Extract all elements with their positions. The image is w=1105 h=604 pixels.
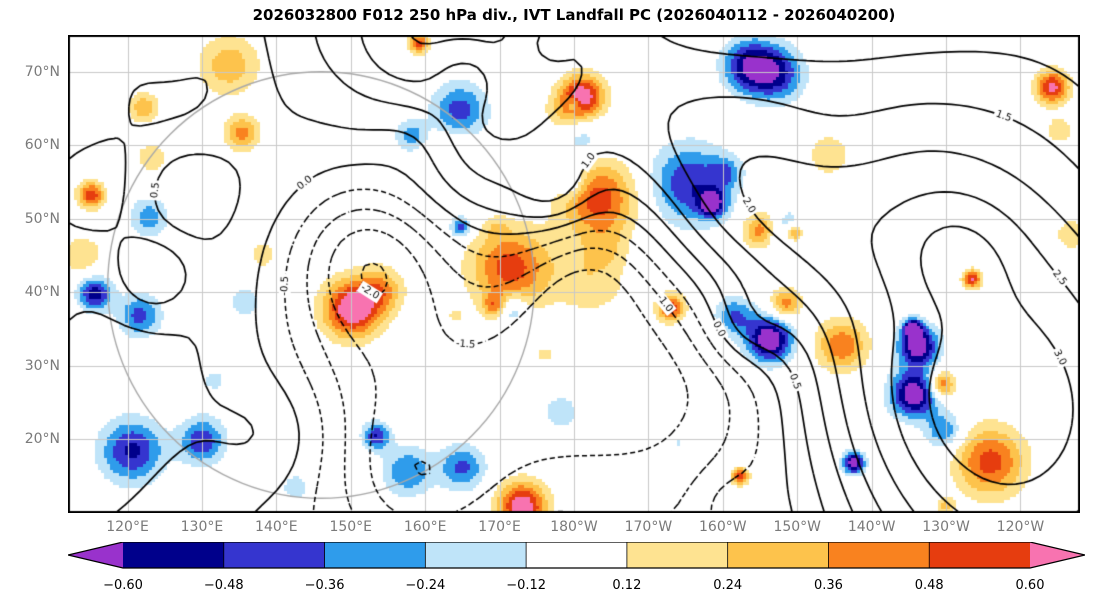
colorbar-under-arrow [68,542,123,568]
colorbar-segment [929,542,1031,568]
x-tick-label: 140°E [255,519,298,535]
y-tick-label: 70°N [24,63,60,80]
x-tick-label: 170°E [478,519,521,535]
colorbar-segment [425,542,527,568]
colorbar-tick-label: −0.48 [204,578,244,593]
x-tick-label: 180°W [550,519,598,535]
colorbar-over-arrow [1030,542,1085,568]
colorbar-tick-label: −0.36 [305,578,345,593]
y-tick-label: 40°N [24,284,60,301]
x-tick-label: 120°E [106,519,149,535]
colorbar-tick-label: 0.48 [915,578,944,593]
colorbar: −0.60 −0.48 −0.36 −0.24 −0.12 0.12 0.24 0.36 0.4… [68,542,1085,593]
colorbar-tick-label: 0.12 [612,578,641,593]
colorbar-tick-label: 0.60 [1016,578,1045,593]
colorbar-tick-label: −0.60 [103,578,143,593]
x-tick-label: 160°W [699,519,747,535]
chart-title: 2026032800 F012 250 hPa div., IVT Landfa… [252,6,896,24]
colorbar-segment [828,542,930,568]
x-tick-label: 160°E [403,519,447,535]
colorbar-segment [526,542,628,568]
colorbar-segment [123,542,225,568]
x-tick-label: 170°W [624,519,673,535]
x-tick-label: 140°W [847,519,896,535]
colorbar-tick-label: −0.24 [405,578,445,593]
colorbar-outline [68,542,1085,569]
y-tick-label: 50°N [24,210,60,227]
colorbar-segment [324,542,426,568]
colorbar-tick-label: 0.24 [713,578,742,593]
x-tick-label: 150°W [773,519,822,535]
map-plot-canvas [68,35,1080,513]
x-tick-label: 130°E [180,519,224,535]
y-tick-label: 30°N [24,357,60,374]
colorbar-tick-label: 0.36 [814,578,843,593]
x-tick-label: 150°E [329,519,373,535]
x-tick-label: 120°W [996,519,1045,535]
y-tick-label: 20°N [24,431,60,448]
colorbar-segment [223,542,326,568]
x-tick-label: 130°W [922,519,970,535]
colorbar-segment [727,542,829,568]
colorbar-segment [626,542,729,568]
colorbar-tick-label: −0.12 [506,578,546,593]
y-tick-label: 60°N [24,137,60,154]
